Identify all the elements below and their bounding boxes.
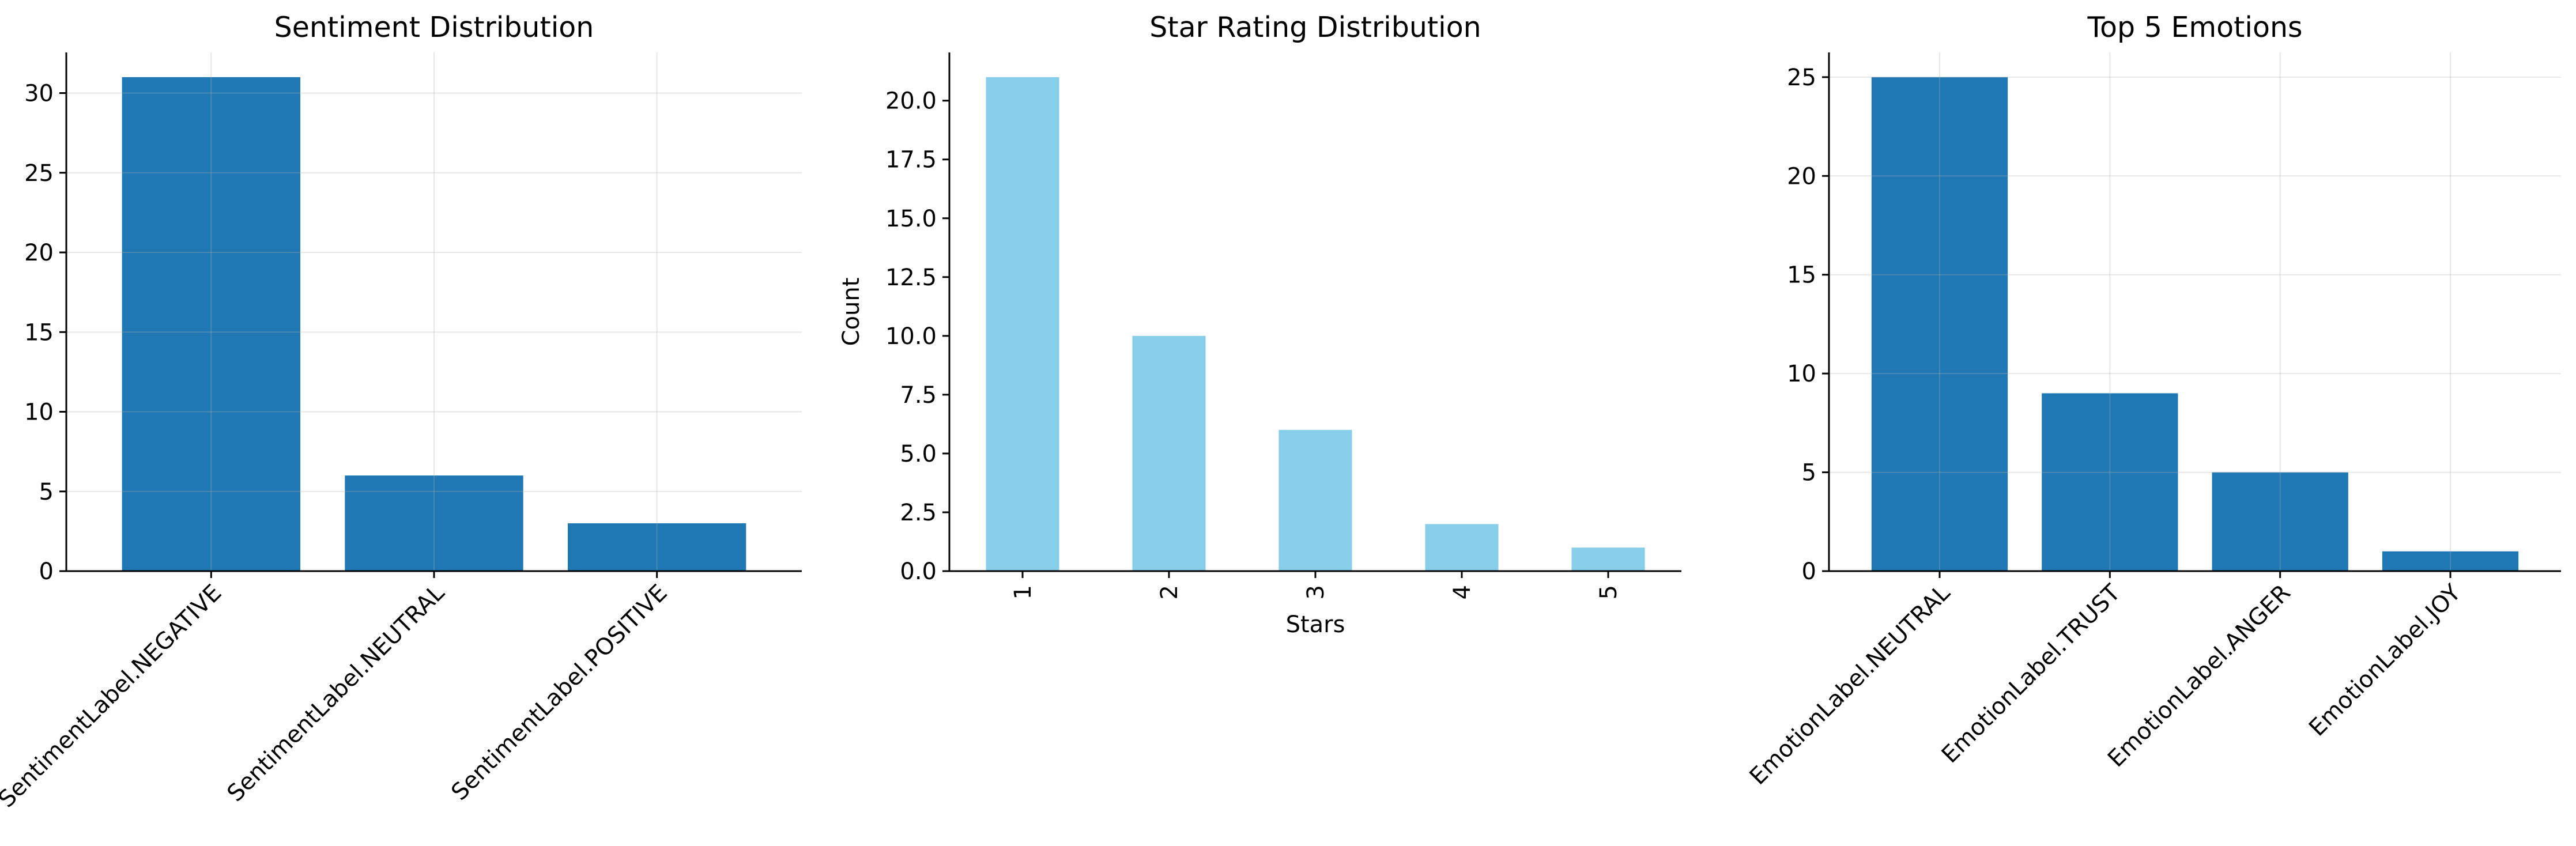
y-tick-label: 25 bbox=[24, 160, 54, 187]
y-tick-label: 20 bbox=[24, 240, 54, 266]
y-tick-label: 10.0 bbox=[885, 323, 937, 350]
bar-emotionlabel-anger bbox=[2212, 472, 2348, 571]
y-tick-label: 5 bbox=[39, 479, 54, 505]
y-tick-label: 2.5 bbox=[900, 500, 937, 526]
bar-emotionlabel-joy bbox=[2382, 551, 2519, 571]
y-tick-label: 20 bbox=[1787, 163, 1816, 190]
bar-sentimentlabel-neutral bbox=[345, 475, 523, 571]
bar-5 bbox=[1571, 547, 1645, 571]
x-tick-label: SentimentLabel.NEUTRAL bbox=[222, 579, 450, 807]
y-tick-label: 12.5 bbox=[885, 265, 937, 291]
y-tick-label: 25 bbox=[1787, 65, 1816, 91]
y-tick-label: 30 bbox=[24, 81, 54, 107]
x-tick-label: EmotionLabel.ANGER bbox=[2103, 580, 2296, 773]
bar-1 bbox=[986, 77, 1059, 571]
y-axis-label: Count bbox=[838, 278, 865, 346]
chart-panel-1: 051015202530SentimentLabel.NEGATIVESenti… bbox=[0, 11, 802, 813]
y-tick-label: 15.0 bbox=[885, 206, 937, 232]
x-tick-label: 4 bbox=[1449, 585, 1476, 599]
x-tick-label: 1 bbox=[1010, 585, 1036, 599]
bar-sentimentlabel-positive bbox=[568, 523, 746, 571]
x-tick-label: SentimentLabel.POSITIVE bbox=[446, 580, 672, 806]
bar-3 bbox=[1278, 430, 1352, 571]
chart-panel-3: 0510152025EmotionLabel.NEUTRALEmotionLab… bbox=[1745, 11, 2561, 790]
y-tick-label: 5.0 bbox=[900, 441, 937, 467]
chart-panel-2: 0.0 2.5 5.0 7.5 10.0 12.5 15.0 17.5 20.0 1 2 3 4 5 Sta… bbox=[838, 11, 1681, 638]
x-tick-label: 2 bbox=[1156, 585, 1183, 599]
y-tick-label: 15 bbox=[24, 319, 54, 346]
x-tick-label: SentimentLabel.NEGATIVE bbox=[0, 580, 227, 813]
chart-title: Star Rating Distribution bbox=[1149, 11, 1481, 44]
bar-sentimentlabel-negative bbox=[122, 77, 300, 571]
bar-4 bbox=[1425, 524, 1499, 571]
chart-title: Sentiment Distribution bbox=[274, 11, 594, 44]
y-tick-label: 0.0 bbox=[900, 558, 937, 585]
y-tick-label: 20.0 bbox=[885, 88, 937, 115]
x-tick-label: EmotionLabel.TRUST bbox=[1937, 579, 2126, 768]
chart-title: Top 5 Emotions bbox=[2087, 11, 2302, 44]
y-tick-label: 10 bbox=[24, 399, 54, 426]
bar-emotionlabel-trust bbox=[2042, 393, 2178, 571]
x-tick-label: 3 bbox=[1303, 585, 1329, 599]
bar-2 bbox=[1132, 335, 1206, 571]
bar-emotionlabel-neutral bbox=[1871, 77, 2008, 571]
y-tick-label: 5 bbox=[1802, 460, 1816, 486]
y-tick-label: 0 bbox=[1802, 558, 1816, 585]
y-tick-label: 10 bbox=[1787, 361, 1816, 387]
x-axis-label: Stars bbox=[1286, 611, 1345, 638]
x-tick-label: 5 bbox=[1596, 585, 1622, 599]
x-tick-label: EmotionLabel.JOY bbox=[2304, 579, 2466, 741]
y-tick-label: 15 bbox=[1787, 262, 1816, 289]
x-tick-label: EmotionLabel.NEUTRAL bbox=[1745, 579, 1956, 790]
y-tick-label: 0 bbox=[39, 558, 54, 585]
y-tick-label: 17.5 bbox=[885, 147, 937, 173]
y-tick-label: 7.5 bbox=[900, 382, 937, 409]
